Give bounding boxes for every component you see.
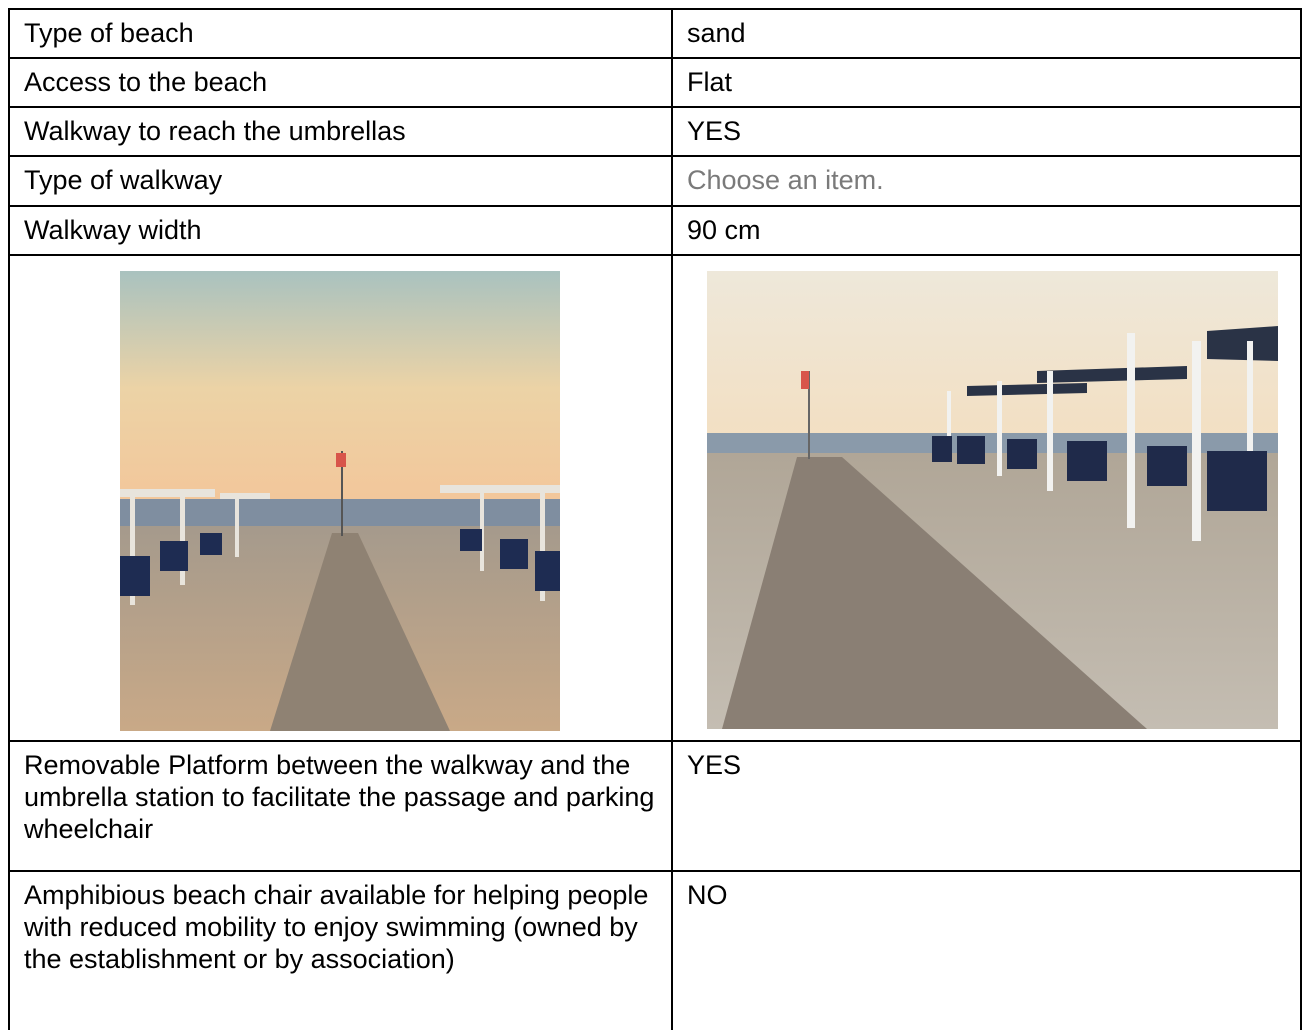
value-cell: sand	[671, 8, 1302, 57]
beach-photo	[120, 271, 560, 731]
label-cell: Type of beach	[8, 8, 673, 57]
value-cell: YES	[671, 740, 1302, 870]
value-cell: YES	[671, 106, 1302, 155]
beach-photo	[707, 271, 1278, 729]
dropdown-placeholder[interactable]: Choose an item.	[671, 155, 1302, 205]
label-cell: Type of walkway	[8, 155, 673, 205]
label-cell: Walkway to reach the umbrellas	[8, 106, 673, 155]
value-cell: Flat	[671, 57, 1302, 106]
label-cell: Access to the beach	[8, 57, 673, 106]
value-cell: NO	[671, 870, 1302, 1030]
value-cell: 90 cm	[671, 205, 1302, 254]
label-cell: Removable Platform between the walkway a…	[8, 740, 673, 870]
label-cell: Amphibious beach chair available for hel…	[8, 870, 673, 1030]
label-cell: Walkway width	[8, 205, 673, 254]
page: Type of beach sand Access to the beach F…	[0, 0, 1302, 1020]
